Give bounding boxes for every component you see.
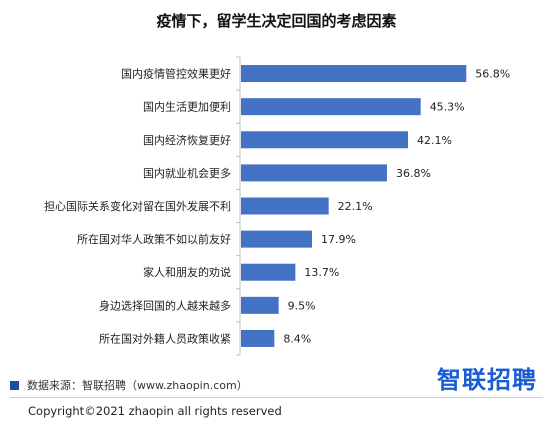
bar-value-label: 17.9% [321,233,356,246]
bar-value-label: 22.1% [338,200,373,213]
bar-value-label: 45.3% [430,101,465,114]
brand-logo: 智联招聘 [437,366,537,394]
bar [241,329,275,347]
bar-value-label: 56.8% [475,68,510,81]
bar-value-label: 36.8% [396,167,431,180]
bar-value-label: 9.5% [288,299,316,312]
bar [241,131,408,149]
category-label: 国内经济恢复更好 [143,133,231,147]
bar [241,263,296,281]
data-source: 数据来源：智联招聘（www.zhaopin.com） [27,379,248,392]
bar [241,98,421,116]
bar [241,197,329,215]
chart-title: 疫情下，留学生决定回国的考虑因素 [156,12,397,30]
category-label: 担心国际关系变化对留在国外发展不利 [44,199,231,213]
category-label: 国内疫情管控效果更好 [121,67,231,81]
category-label: 家人和朋友的劝说 [143,265,231,279]
footer-divider [10,397,543,398]
category-label: 所在国对外籍人员政策收紧 [99,331,231,345]
source-marker [10,381,19,390]
bar [241,296,279,314]
bar-value-label: 42.1% [417,134,452,147]
bar-value-label: 8.4% [283,332,311,345]
bar-chart: 国内疫情管控效果更好 56.8% 国内生活更加便利 45.3% 国内经济恢复更好 42.1… [44,56,510,356]
copyright-text: Copyright©2021 zhaopin all rights reserv… [28,404,282,418]
bar [241,230,313,248]
category-label: 国内生活更加便利 [143,100,231,114]
category-label: 所在国对华人政策不如以前友好 [77,232,231,246]
category-label: 身边选择回国的人越来越多 [99,298,231,312]
bar [241,164,387,182]
bar [241,65,467,83]
category-label: 国内就业机会更多 [143,166,231,180]
bar-value-label: 13.7% [304,266,339,279]
